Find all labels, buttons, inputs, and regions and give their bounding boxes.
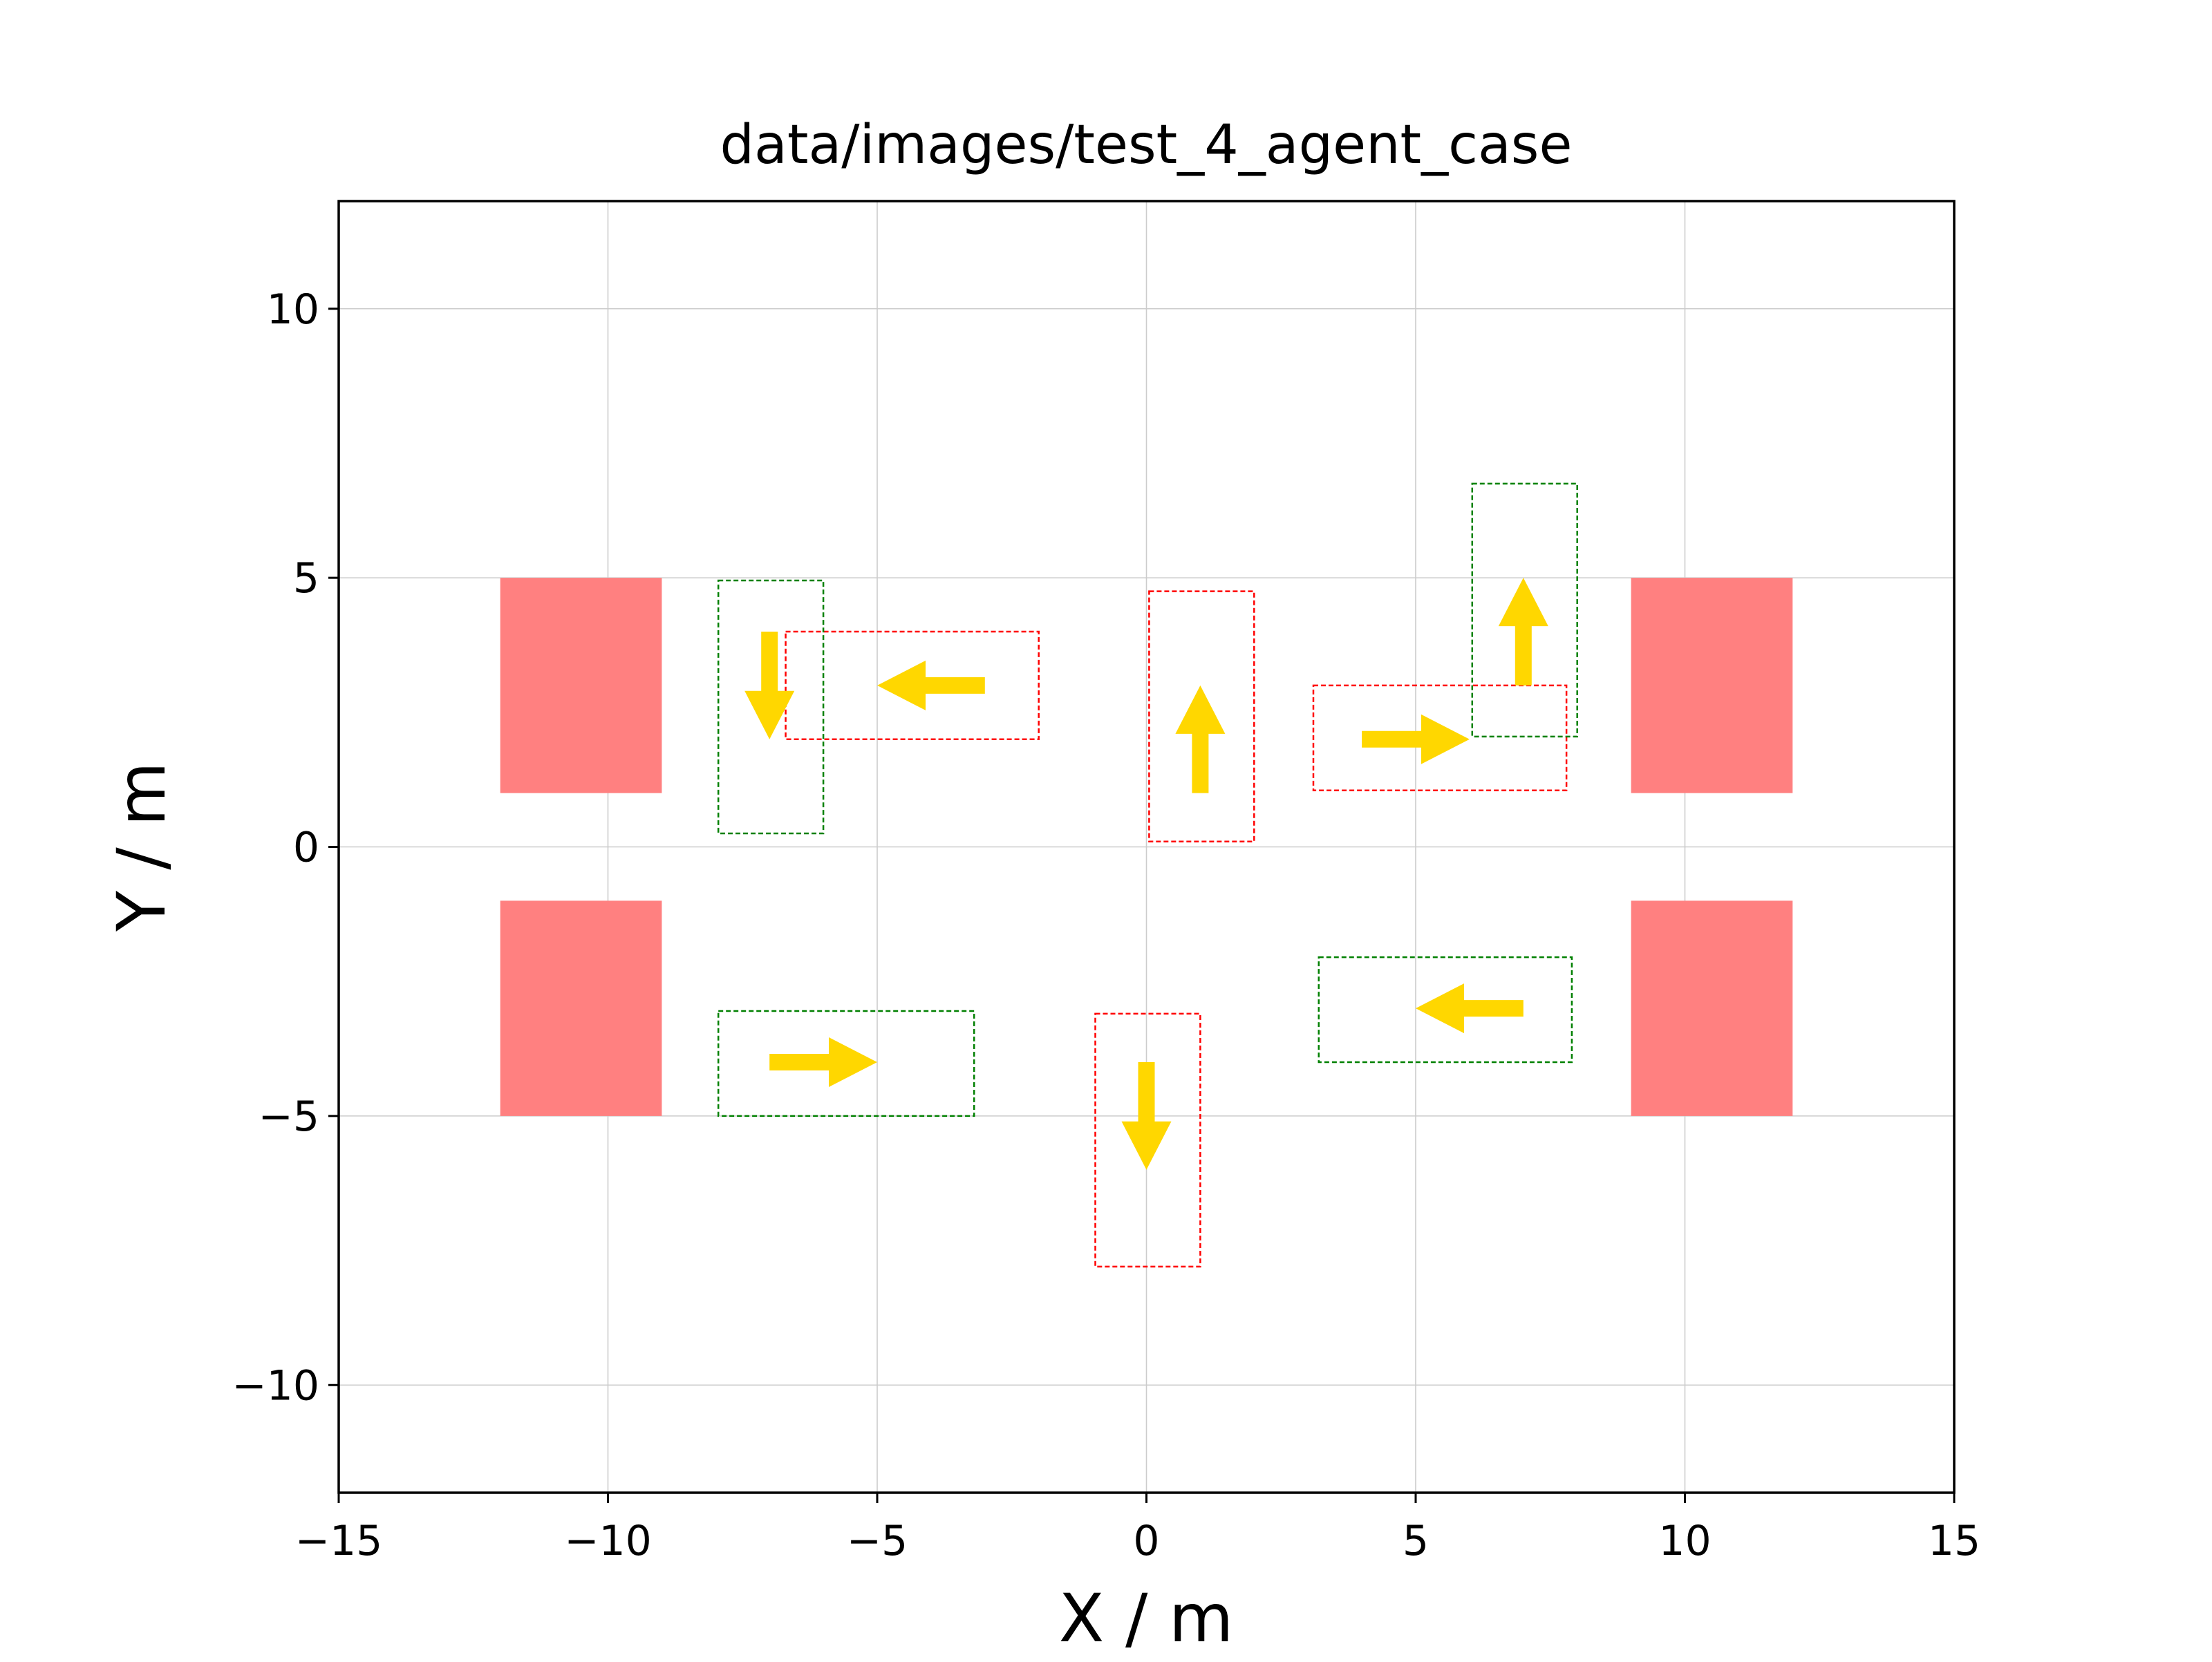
box-layer xyxy=(717,482,1578,1268)
green-agent-box xyxy=(717,579,825,835)
x-axis-label: X / m xyxy=(1059,1580,1234,1657)
obstacle-rect xyxy=(1631,900,1793,1116)
heading-arrow xyxy=(744,632,795,739)
heading-arrow xyxy=(769,1037,877,1087)
obstacle-rect xyxy=(1631,578,1793,793)
heading-arrow xyxy=(1362,714,1470,764)
red-agent-box xyxy=(785,630,1040,740)
green-agent-box xyxy=(1318,956,1573,1064)
x-tick-label: 0 xyxy=(1133,1517,1159,1565)
heading-arrow xyxy=(1121,1062,1172,1170)
y-tick-label: 5 xyxy=(293,554,319,603)
red-agent-box xyxy=(1312,684,1568,791)
red-agent-box xyxy=(1148,590,1255,842)
chart-title: data/images/test_4_agent_case xyxy=(720,114,1573,176)
x-tick-label: −10 xyxy=(564,1517,652,1565)
y-axis-label: Y / m xyxy=(103,762,180,932)
heading-arrow xyxy=(1498,578,1548,686)
heading-arrow xyxy=(1175,685,1226,793)
tick-layer: −15 −10 −5 0 5 10 15 −10 −5 0 5 10 xyxy=(232,285,1980,1565)
arrow-layer xyxy=(744,578,1548,1170)
x-tick-label: 5 xyxy=(1403,1517,1429,1565)
y-tick-label: 10 xyxy=(267,285,319,334)
heading-arrow xyxy=(1416,983,1524,1034)
x-tick-label: −5 xyxy=(847,1517,908,1565)
obstacle-rect xyxy=(500,900,662,1116)
y-tick-label: 0 xyxy=(293,824,319,872)
y-tick-label: −5 xyxy=(259,1093,319,1141)
x-tick-label: 10 xyxy=(1658,1517,1711,1565)
x-tick-label: −15 xyxy=(295,1517,383,1565)
green-agent-box xyxy=(1471,482,1578,738)
red-agent-box xyxy=(1094,1012,1201,1268)
obstacle-layer xyxy=(500,578,1793,1116)
green-agent-box xyxy=(717,1010,975,1117)
x-tick-label: 15 xyxy=(1928,1517,1980,1565)
y-tick-label: −10 xyxy=(232,1361,319,1410)
heading-arrow xyxy=(877,660,985,710)
obstacle-rect xyxy=(500,578,662,793)
